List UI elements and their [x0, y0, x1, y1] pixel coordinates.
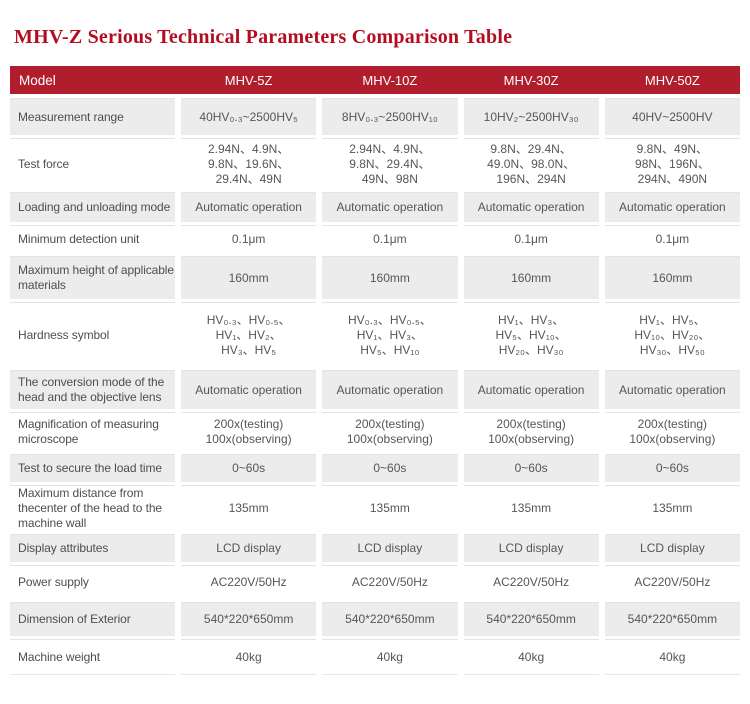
cell-mhv-10z: 8HV₀.₃~2500HV₁₀: [322, 98, 458, 135]
cell-mhv-50z: 9.8N、49N、 98N、196N、 294N、490N: [604, 138, 740, 189]
cell-mhv-50z: 40HV~2500HV: [604, 98, 740, 135]
cell-mhv-10z: 200x(testing) 100x(observing): [322, 412, 458, 451]
cell-mhv-5z: AC220V/50Hz: [181, 565, 317, 599]
cell-mhv-10z: 40kg: [322, 639, 458, 675]
cell-mhv-10z: Automatic operation: [322, 192, 458, 222]
table-row-minimum-detection-unit: Minimum detection unit 0.1μm 0.1μm 0.1μm…: [10, 225, 740, 253]
cell-mhv-5z: 200x(testing) 100x(observing): [181, 412, 317, 451]
table-row-measurement-range: Measurement range 40HV₀.₃~2500HV₅ 8HV₀.₃…: [10, 98, 740, 135]
cell-mhv-5z: 2.94N、4.9N、 9.8N、19.6N、 29.4N、49N: [181, 138, 317, 189]
row-label: Display attributes: [10, 534, 175, 562]
cell-mhv-10z: HV₀.₃、HV₀.₅、 HV₁、HV₃、 HV₅、HV₁₀: [322, 302, 458, 367]
cell-mhv-50z: Automatic operation: [604, 192, 740, 222]
row-label: Minimum detection unit: [10, 225, 175, 253]
page: MHV-Z Serious Technical Parameters Compa…: [10, 26, 740, 675]
table-body: Measurement range 40HV₀.₃~2500HV₅ 8HV₀.₃…: [10, 98, 740, 675]
cell-mhv-50z: AC220V/50Hz: [604, 565, 740, 599]
table-row-maximum-height: Maximum height of applicable materials 1…: [10, 256, 740, 299]
cell-mhv-30z: 40kg: [463, 639, 599, 675]
cell-mhv-10z: LCD display: [322, 534, 458, 562]
cell-mhv-50z: 200x(testing) 100x(observing): [604, 412, 740, 451]
cell-mhv-50z: 0~60s: [604, 454, 740, 482]
table-row-magnification: Magnification of measuring microscope 20…: [10, 412, 740, 451]
cell-mhv-30z: 9.8N、29.4N、 49.0N、98.0N、 196N、294N: [463, 138, 599, 189]
cell-mhv-50z: 0.1μm: [604, 225, 740, 253]
cell-mhv-10z: 160mm: [322, 256, 458, 299]
cell-mhv-10z: 135mm: [322, 485, 458, 531]
row-label: Test force: [10, 138, 175, 189]
cell-mhv-10z: 2.94N、4.9N、 9.8N、29.4N、 49N、98N: [322, 138, 458, 189]
table-row-dimension: Dimension of Exterior 540*220*650mm 540*…: [10, 602, 740, 636]
table-row-loading-unloading-mode: Loading and unloading mode Automatic ope…: [10, 192, 740, 222]
cell-mhv-50z: LCD display: [604, 534, 740, 562]
cell-mhv-5z: 135mm: [181, 485, 317, 531]
table-row-maximum-distance: Maximum distance from thecenter of the h…: [10, 485, 740, 531]
cell-mhv-5z: 540*220*650mm: [181, 602, 317, 636]
cell-mhv-30z: 10HV₂~2500HV₃₀: [463, 98, 599, 135]
row-label: Hardness symbol: [10, 302, 175, 367]
cell-mhv-30z: Automatic operation: [463, 192, 599, 222]
cell-mhv-5z: HV₀.₃、HV₀.₅、 HV₁、HV₂、 HV₃、HV₅: [181, 302, 317, 367]
cell-mhv-50z: 40kg: [604, 639, 740, 675]
cell-mhv-30z: LCD display: [463, 534, 599, 562]
page-title: MHV-Z Serious Technical Parameters Compa…: [14, 26, 513, 48]
cell-mhv-5z: 0.1μm: [181, 225, 317, 253]
table-row-test-force: Test force 2.94N、4.9N、 9.8N、19.6N、 29.4N…: [10, 138, 740, 189]
cell-mhv-30z: Automatic operation: [463, 370, 599, 409]
cell-mhv-5z: 40kg: [181, 639, 317, 675]
cell-mhv-5z: LCD display: [181, 534, 317, 562]
row-label: Maximum height of applicable materials: [10, 256, 175, 299]
table-row-load-time: Test to secure the load time 0~60s 0~60s…: [10, 454, 740, 482]
table-row-machine-weight: Machine weight 40kg 40kg 40kg 40kg: [10, 639, 740, 675]
cell-mhv-10z: 540*220*650mm: [322, 602, 458, 636]
row-label: Measurement range: [10, 98, 175, 135]
row-label: Test to secure the load time: [10, 454, 175, 482]
cell-mhv-5z: 160mm: [181, 256, 317, 299]
cell-mhv-5z: 40HV₀.₃~2500HV₅: [181, 98, 317, 135]
cell-mhv-10z: 0~60s: [322, 454, 458, 482]
cell-mhv-30z: 160mm: [463, 256, 599, 299]
table-header-row: Model MHV-5Z MHV-10Z MHV-30Z MHV-50Z: [10, 66, 740, 94]
table-row-display-attributes: Display attributes LCD display LCD displ…: [10, 534, 740, 562]
row-label: The conversion mode of the head and the …: [10, 370, 175, 409]
row-label: Power supply: [10, 565, 175, 599]
cell-mhv-5z: Automatic operation: [181, 192, 317, 222]
cell-mhv-50z: Automatic operation: [604, 370, 740, 409]
row-label: Loading and unloading mode: [10, 192, 175, 222]
cell-mhv-30z: 540*220*650mm: [463, 602, 599, 636]
cell-mhv-50z: 160mm: [604, 256, 740, 299]
cell-mhv-50z: HV₁、HV₅、 HV₁₀、HV₂₀、 HV₃₀、HV₅₀: [604, 302, 740, 367]
header-model-label: Model: [19, 72, 56, 88]
cell-mhv-5z: 0~60s: [181, 454, 317, 482]
header-model-mhv-5z: MHV-5Z: [224, 72, 273, 88]
comparison-table: Model MHV-5Z MHV-10Z MHV-30Z MHV-50Z Mea…: [10, 66, 740, 675]
cell-mhv-10z: Automatic operation: [322, 370, 458, 409]
table-row-conversion-mode: The conversion mode of the head and the …: [10, 370, 740, 409]
row-label: Machine weight: [10, 639, 175, 675]
cell-mhv-10z: 0.1μm: [322, 225, 458, 253]
header-model-mhv-10z: MHV-10Z: [362, 72, 418, 88]
header-model-mhv-30z: MHV-30Z: [503, 72, 559, 88]
cell-mhv-30z: 135mm: [463, 485, 599, 531]
cell-mhv-10z: AC220V/50Hz: [322, 565, 458, 599]
table-row-power-supply: Power supply AC220V/50Hz AC220V/50Hz AC2…: [10, 565, 740, 599]
header-model-mhv-50z: MHV-50Z: [644, 72, 700, 88]
cell-mhv-30z: 200x(testing) 100x(observing): [463, 412, 599, 451]
table-row-hardness-symbol: Hardness symbol HV₀.₃、HV₀.₅、 HV₁、HV₂、 HV…: [10, 302, 740, 367]
cell-mhv-50z: 540*220*650mm: [604, 602, 740, 636]
row-label: Magnification of measuring microscope: [10, 412, 175, 451]
row-label: Maximum distance from thecenter of the h…: [10, 485, 175, 531]
row-label: Dimension of Exterior: [10, 602, 175, 636]
cell-mhv-30z: HV₁、HV₃、 HV₅、HV₁₀、 HV₂₀、HV₃₀: [463, 302, 599, 367]
cell-mhv-5z: Automatic operation: [181, 370, 317, 409]
cell-mhv-30z: 0~60s: [463, 454, 599, 482]
cell-mhv-50z: 135mm: [604, 485, 740, 531]
cell-mhv-30z: AC220V/50Hz: [463, 565, 599, 599]
cell-mhv-30z: 0.1μm: [463, 225, 599, 253]
